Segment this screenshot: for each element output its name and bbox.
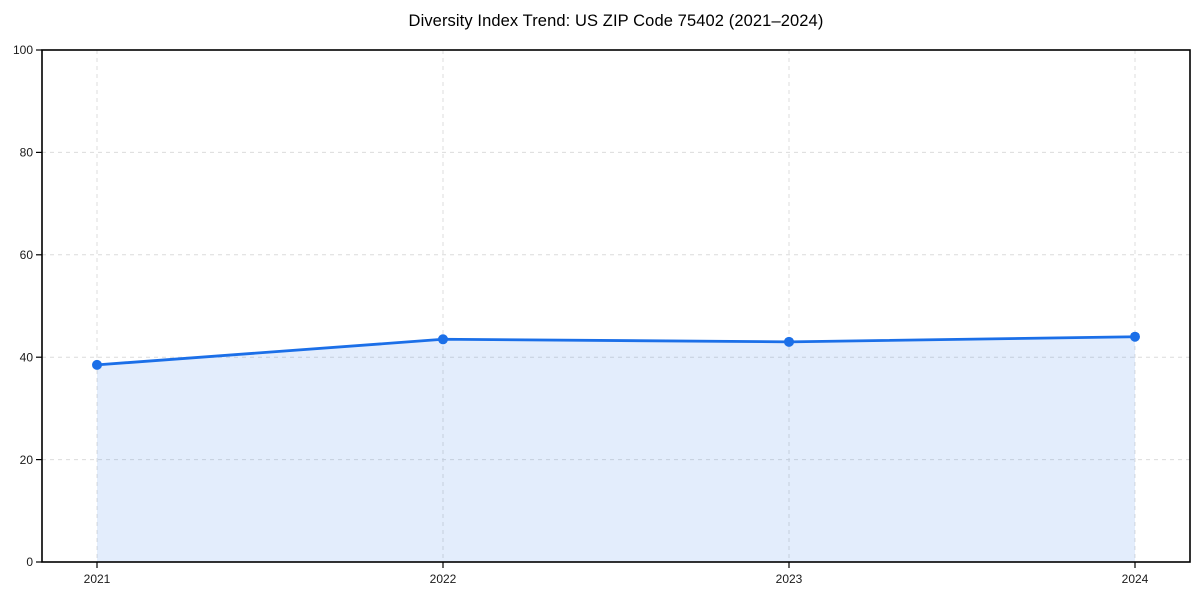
y-tick-label: 40 (20, 350, 34, 364)
trend-line (95, 335, 1137, 367)
x-tick-label: 2024 (1122, 572, 1149, 586)
data-point-marker (784, 336, 794, 347)
y-tick-label: 80 (20, 146, 34, 160)
area-fill (97, 336, 1135, 562)
data-point-marker (92, 359, 102, 370)
data-point-marker (1130, 331, 1140, 342)
y-tick-label: 0 (26, 555, 33, 569)
y-tick-label: 100 (13, 43, 33, 57)
x-tick-label: 2022 (430, 572, 457, 586)
data-point-marker (438, 334, 448, 345)
plot-border (41, 49, 1191, 563)
y-tick-label: 20 (20, 453, 34, 467)
chart-title: Diversity Index Trend: US ZIP Code 75402… (408, 12, 824, 30)
x-tick-label: 2023 (776, 572, 803, 586)
y-tick-label: 60 (20, 248, 34, 262)
x-tick-label: 2021 (84, 572, 111, 586)
